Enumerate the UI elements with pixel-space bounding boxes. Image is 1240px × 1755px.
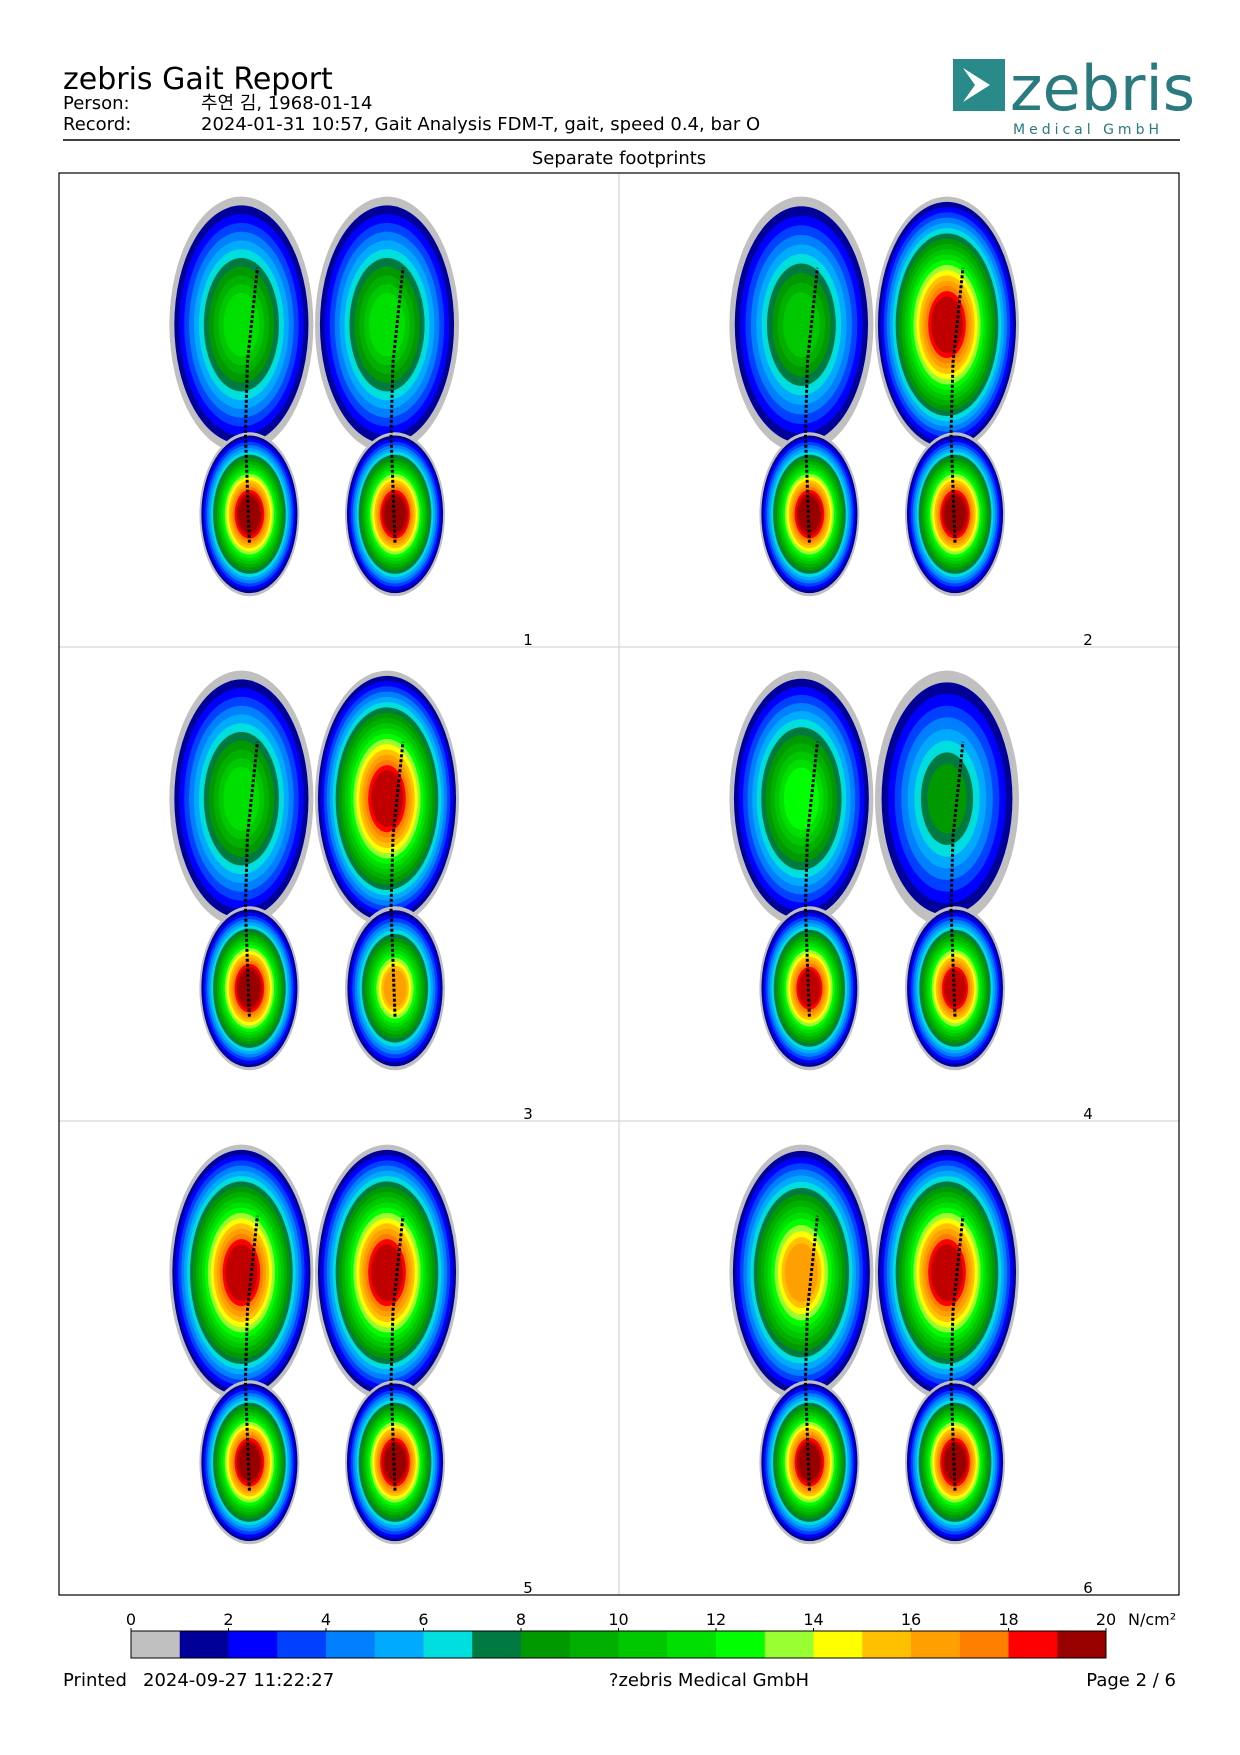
printed-label: Printed bbox=[63, 1670, 127, 1691]
cop-trace bbox=[949, 267, 965, 543]
colorbar-segment bbox=[521, 1631, 571, 1658]
cop-trace bbox=[243, 741, 259, 1017]
pressure-peak bbox=[238, 970, 261, 1007]
record-label: Record: bbox=[63, 114, 131, 135]
panel-label: 3 bbox=[523, 1105, 533, 1123]
colorbar-tick-label: 0 bbox=[126, 1610, 136, 1629]
panel-label: 5 bbox=[523, 1579, 533, 1597]
footprint-panel: 2 bbox=[618, 173, 1093, 649]
colorbar-segment bbox=[569, 1631, 619, 1658]
cop-trace bbox=[949, 741, 965, 1017]
colorbar-tick-label: 18 bbox=[998, 1610, 1018, 1629]
pressure-peak bbox=[383, 969, 407, 1007]
pressure-peak bbox=[931, 1244, 963, 1301]
person-label: Person: bbox=[63, 93, 130, 114]
panel-label: 2 bbox=[1083, 631, 1093, 649]
colorbar-segment bbox=[716, 1631, 766, 1658]
colorbar-segment bbox=[472, 1631, 522, 1658]
colorbar-segment bbox=[277, 1631, 327, 1658]
colorbar-segment bbox=[1008, 1631, 1058, 1658]
colorbar-segment bbox=[423, 1631, 473, 1658]
cop-trace bbox=[389, 741, 405, 1017]
colorbar-segment bbox=[228, 1631, 278, 1658]
pressure-peak bbox=[371, 1244, 403, 1301]
logo-chevron bbox=[963, 68, 990, 102]
panels: 1 2 3 4 5 6 bbox=[59, 173, 1179, 1597]
colorbar-segment bbox=[179, 1631, 229, 1658]
colorbar-segment bbox=[862, 1631, 912, 1658]
colorbar-segment bbox=[813, 1631, 863, 1658]
footprint-panel: 4 bbox=[618, 646, 1179, 1123]
printed: 2024-09-27 11:22:27 bbox=[143, 1670, 334, 1691]
pressure-peak bbox=[371, 770, 403, 827]
logo: zebris Medical GmbH bbox=[953, 52, 1195, 138]
report-title: zebris Gait Report bbox=[63, 62, 333, 97]
colorbar-tick-label: 2 bbox=[223, 1610, 233, 1629]
footprint-panel: 5 bbox=[59, 1120, 619, 1597]
panel-label: 1 bbox=[523, 631, 533, 649]
colorbar-segment bbox=[911, 1631, 961, 1658]
pressure-peak bbox=[798, 496, 821, 533]
panel-label: 6 bbox=[1083, 1579, 1093, 1597]
colorbar-tick-label: 4 bbox=[321, 1610, 331, 1629]
colorbar: 0 2 4 6 8 10 12 14 16 18 20 N/cm² bbox=[126, 1610, 1176, 1659]
section-title: Separate footprints bbox=[532, 148, 706, 169]
frame bbox=[58, 172, 1180, 1596]
colorbar-tick-label: 14 bbox=[803, 1610, 823, 1629]
pressure-peak bbox=[784, 1243, 818, 1302]
record: 2024-01-31 10:57, Gait Analysis FDM-T, g… bbox=[201, 114, 760, 135]
cop-trace bbox=[803, 1215, 819, 1491]
colorbar-tick-label: 20 bbox=[1096, 1610, 1116, 1629]
colorbar-segment bbox=[374, 1631, 424, 1658]
cop-trace bbox=[389, 267, 405, 543]
cop-trace bbox=[803, 267, 819, 543]
cop-trace bbox=[243, 267, 259, 543]
colorbar-segment bbox=[1057, 1631, 1107, 1658]
page-number: Page 2 / 6 bbox=[1086, 1670, 1176, 1691]
colorbar-tick-label: 8 bbox=[516, 1610, 526, 1629]
colorbar-unit: N/cm² bbox=[1128, 1610, 1176, 1629]
pressure-peak bbox=[927, 763, 967, 834]
cop-trace bbox=[803, 741, 819, 1017]
logo-name: zebris bbox=[1010, 52, 1195, 125]
pressure-peak bbox=[943, 970, 967, 1007]
colorbar-segment bbox=[764, 1631, 814, 1658]
colorbar-segment bbox=[959, 1631, 1009, 1658]
colorbar-tick-label: 10 bbox=[608, 1610, 628, 1629]
colorbar-tick-label: 6 bbox=[418, 1610, 428, 1629]
pressure-peak bbox=[384, 1444, 406, 1481]
colorbar-segment bbox=[326, 1631, 376, 1658]
panel-label: 4 bbox=[1083, 1105, 1093, 1123]
cop-trace bbox=[389, 1215, 405, 1491]
footprint-panel: 1 bbox=[169, 196, 533, 649]
pressure-peak bbox=[384, 496, 406, 533]
pressure-peak bbox=[238, 1444, 261, 1481]
pressure-peak bbox=[798, 1444, 821, 1481]
footprint-panel: 6 bbox=[618, 1120, 1179, 1597]
pressure-peak bbox=[798, 970, 821, 1007]
pressure-peak bbox=[944, 496, 966, 533]
colorbar-tick-label: 16 bbox=[901, 1610, 921, 1629]
logo-subtitle: Medical GmbH bbox=[1013, 122, 1163, 138]
cop-trace bbox=[243, 1215, 259, 1491]
footprint-panel: 3 bbox=[59, 646, 619, 1123]
colorbar-tick-label: 12 bbox=[706, 1610, 726, 1629]
pressure-peak bbox=[225, 1244, 258, 1301]
pressure-peak bbox=[944, 1444, 966, 1481]
company: ?zebris Medical GmbH bbox=[609, 1670, 809, 1691]
person: 추연 김, 1968-01-14 bbox=[201, 93, 372, 114]
pressure-peak bbox=[931, 296, 963, 353]
colorbar-segment bbox=[131, 1631, 181, 1658]
colorbar-segment bbox=[618, 1631, 668, 1658]
pressure-peak bbox=[238, 496, 261, 533]
cop-trace bbox=[949, 1215, 965, 1491]
colorbar-segment bbox=[667, 1631, 717, 1658]
